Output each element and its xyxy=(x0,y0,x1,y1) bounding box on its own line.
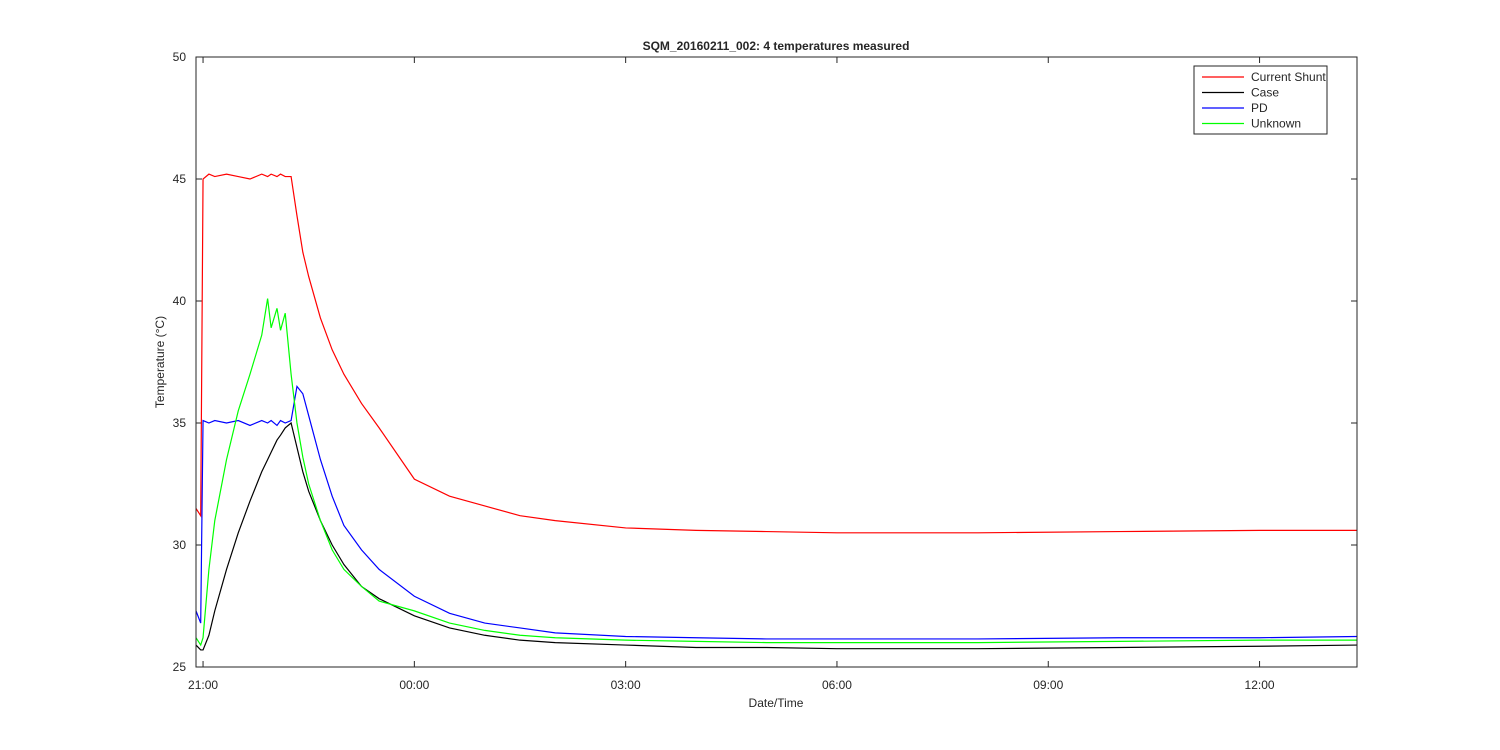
y-tick-label: 30 xyxy=(173,538,187,552)
plot-area xyxy=(196,57,1357,667)
series-line xyxy=(195,298,1357,647)
axes-box xyxy=(195,56,1358,668)
x-tick-label: 03:00 xyxy=(611,678,641,692)
legend-label: Current Shunt xyxy=(1251,70,1326,84)
x-tick-label: 00:00 xyxy=(399,678,429,692)
x-tick-label: 12:00 xyxy=(1245,678,1275,692)
x-tick-label: 06:00 xyxy=(822,678,852,692)
x-tick-label: 09:00 xyxy=(1033,678,1063,692)
legend-label: Case xyxy=(1251,86,1279,100)
y-tick-label: 35 xyxy=(173,416,187,430)
y-tick-label: 45 xyxy=(173,172,187,186)
y-axis-label: Temperature (°C) xyxy=(153,316,167,408)
x-tick-label: 21:00 xyxy=(188,678,218,692)
series-line xyxy=(195,421,1358,651)
y-tick-label: 25 xyxy=(173,660,187,674)
legend-label: Unknown xyxy=(1251,117,1301,131)
series-line xyxy=(195,173,1357,534)
y-tick-label: 50 xyxy=(173,50,187,64)
y-tick-label: 40 xyxy=(173,294,187,308)
chart-title: SQM_20160211_002: 4 temperatures measure… xyxy=(643,39,910,53)
x-axis-label: Date/Time xyxy=(749,696,804,710)
legend-label: PD xyxy=(1251,101,1268,115)
